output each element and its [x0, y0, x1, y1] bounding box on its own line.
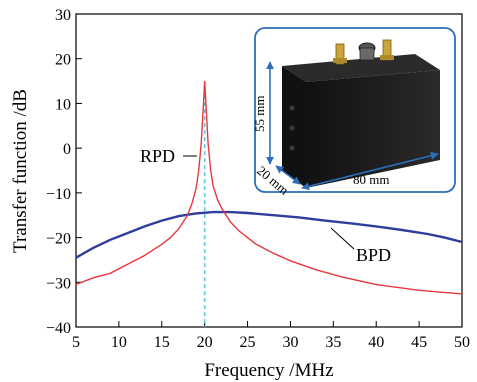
y-tick-label: 20 [55, 52, 71, 69]
annotation-rpd: RPD [140, 146, 175, 166]
x-tick-label: 10 [111, 334, 127, 351]
plot-frame [75, 13, 463, 328]
series-line-bpd [75, 210, 463, 259]
y-tick-label: −30 [46, 275, 71, 292]
y-axis-label: Transfer function /dB [10, 89, 31, 253]
x-tick-label: 15 [154, 334, 170, 351]
device-photo-inset: 55 mm 20 mm 80 mm [252, 27, 456, 198]
y-tick-label: 30 [55, 7, 71, 24]
x-tick-label: 45 [411, 334, 427, 351]
annotation-bpd: BPD [356, 245, 391, 265]
x-tick-label: 30 [282, 334, 298, 351]
x-axis-label: Frequency /MHz [204, 360, 333, 381]
x-tick-label: 35 [325, 334, 341, 351]
y-axis-ticks: 30 20 10 0 −10 −20 −30 −40 [46, 7, 82, 337]
y-tick-label: −40 [46, 320, 71, 337]
inset-height-label: 55 mm [252, 96, 267, 132]
x-axis-ticks: 5 10 15 20 25 30 35 40 45 50 [72, 321, 470, 351]
y-tick-label: −20 [46, 231, 71, 248]
x-tick-label: 25 [240, 334, 256, 351]
inset-width-label: 80 mm [353, 172, 389, 187]
y-tick-label: 0 [63, 141, 71, 158]
x-tick-label: 5 [72, 334, 80, 351]
annotation-bpd-leader [330, 227, 355, 250]
x-tick-label: 50 [454, 334, 470, 351]
x-tick-label: 40 [368, 334, 384, 351]
y-tick-label: −10 [46, 186, 71, 203]
y-tick-label: 10 [55, 96, 71, 113]
x-tick-label: 20 [197, 334, 213, 351]
series-line-rpd [75, 81, 463, 295]
